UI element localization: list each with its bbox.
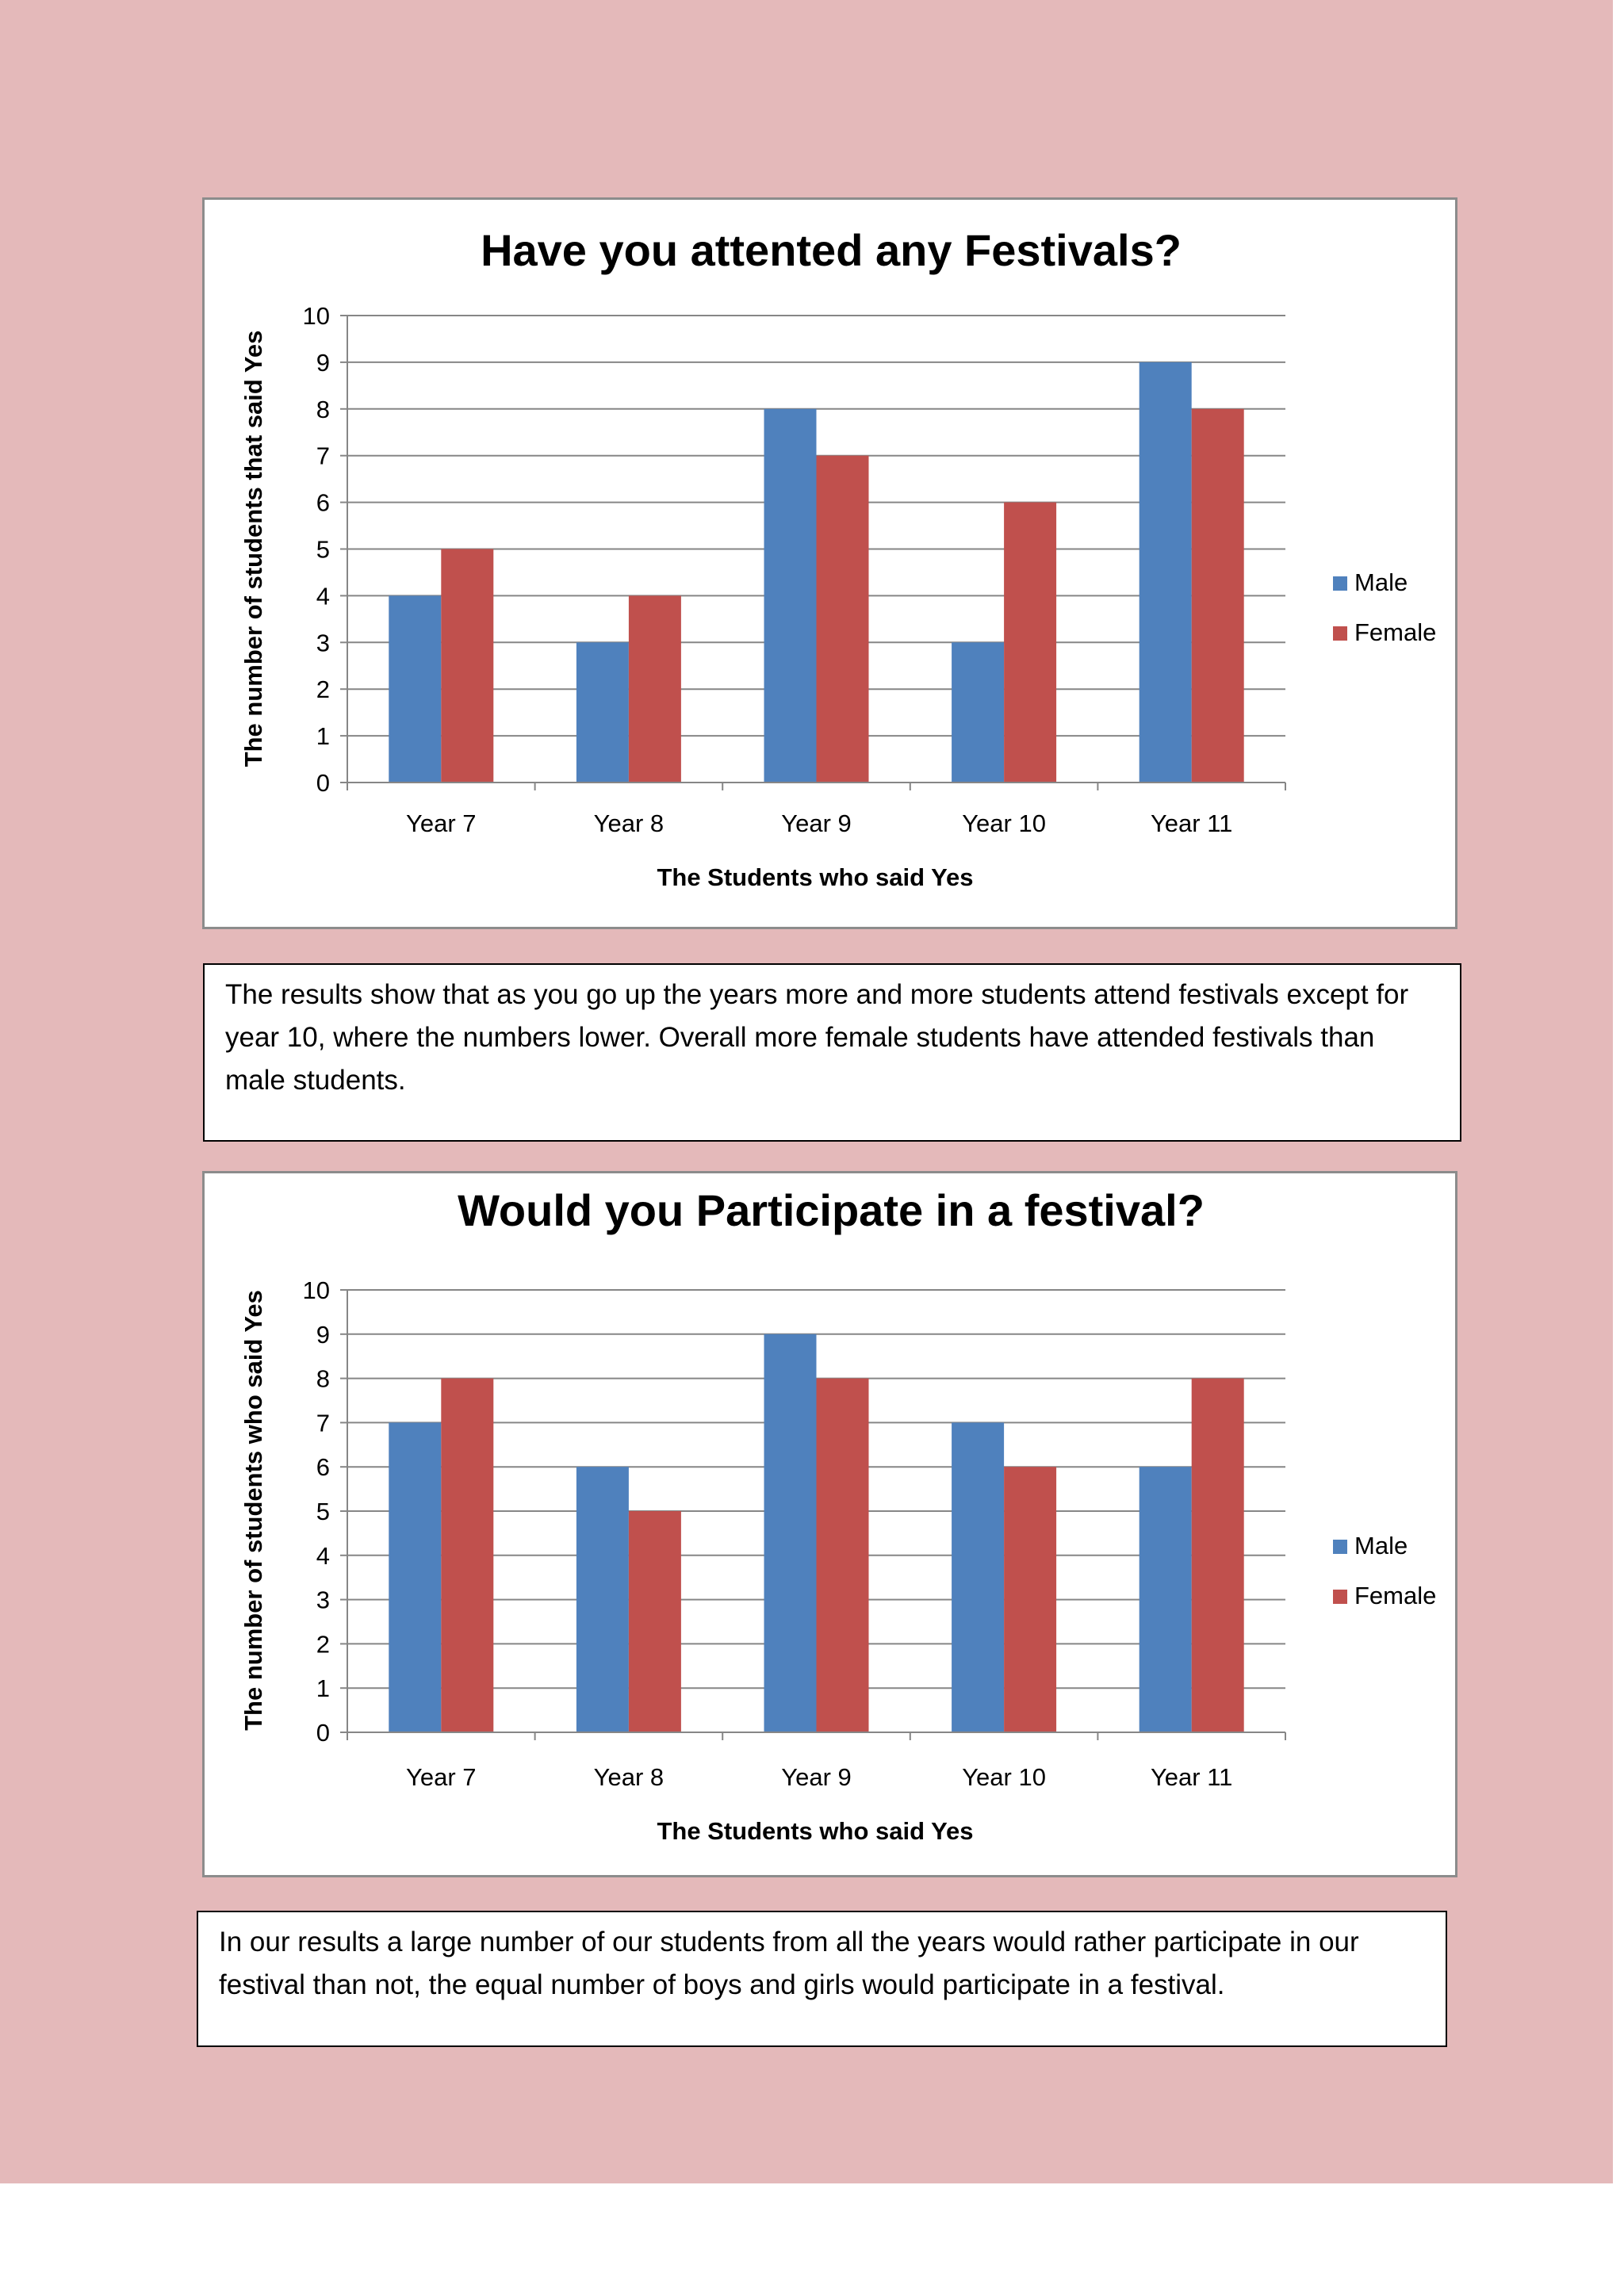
legend-swatch-male: [1333, 576, 1347, 591]
legend-label-male: Male: [1354, 1532, 1408, 1559]
y-tick-label: 6: [316, 489, 330, 517]
y-tick-label: 6: [316, 1453, 330, 1481]
legend-swatch-female: [1333, 1590, 1347, 1604]
bar-male-year-10: [952, 1422, 1005, 1732]
x-axis-title: The Students who said Yes: [657, 863, 973, 891]
y-tick-label: 3: [316, 629, 330, 656]
y-tick-label: 5: [316, 536, 330, 564]
y-tick-label: 8: [316, 396, 330, 423]
bar-female-year-8: [628, 1511, 681, 1732]
y-tick-label: 4: [316, 582, 330, 610]
y-tick-label: 1: [316, 722, 330, 750]
x-tick-label: Year 8: [594, 1763, 665, 1791]
y-tick-label: 1: [316, 1674, 330, 1702]
x-tick-label: Year 10: [962, 809, 1046, 837]
bar-male-year-11: [1139, 1467, 1192, 1732]
bar-female-year-7: [441, 549, 494, 783]
y-tick-label: 5: [316, 1498, 330, 1525]
y-tick-label: 4: [316, 1542, 330, 1570]
y-axis-title: The number of students that said Yes: [239, 331, 267, 767]
y-tick-label: 9: [316, 1321, 330, 1349]
festival-participation-summary: In our results a large number of our stu…: [197, 1911, 1447, 2047]
legend-swatch-female: [1333, 626, 1347, 641]
y-tick-label: 10: [303, 302, 330, 330]
x-tick-label: Year 11: [1151, 1763, 1232, 1791]
bar-female-year-7: [441, 1378, 494, 1732]
y-tick-label: 7: [316, 442, 330, 470]
x-tick-label: Year 11: [1151, 809, 1232, 837]
y-tick-label: 2: [316, 1630, 330, 1658]
bar-male-year-8: [576, 1467, 629, 1732]
festival-participation-chart-svg: Would you Participate in a festival? 0 1 2 3…: [239, 1185, 1436, 1845]
y-tick-label: 3: [316, 1586, 330, 1614]
y-tick-label: 9: [316, 349, 330, 377]
bar-male-year-10: [952, 642, 1005, 783]
festivals-attended-summary: The results show that as you go up the y…: [203, 963, 1461, 1142]
legend-label-male: Male: [1354, 568, 1408, 596]
legend-swatch-male: [1333, 1540, 1347, 1554]
chart-title: Have you attented any Festivals?: [481, 225, 1182, 275]
bar-male-year-11: [1139, 362, 1192, 783]
x-tick-label: Year 9: [781, 809, 852, 837]
bar-male-year-9: [764, 408, 817, 783]
x-tick-label: Year 8: [594, 809, 665, 837]
chart-title: Would you Participate in a festival?: [458, 1185, 1205, 1235]
bar-female-year-9: [816, 455, 869, 783]
bar-female-year-10: [1004, 1467, 1057, 1732]
y-tick-label: 0: [316, 1719, 330, 1747]
festivals-attended-chart: Have you attented any Festivals? 0 1 2 3 4 5 6 7…: [202, 197, 1457, 929]
legend-label-female: Female: [1354, 1582, 1436, 1609]
bar-female-year-10: [1004, 502, 1057, 783]
bar-female-year-11: [1191, 1378, 1244, 1732]
x-tick-label: Year 7: [406, 1763, 477, 1791]
legend-label-female: Female: [1354, 618, 1436, 646]
x-axis-title: The Students who said Yes: [657, 1817, 973, 1845]
festivals-attended-chart-svg: Have you attented any Festivals? 0 1 2 3 4 5 6 7…: [239, 225, 1436, 891]
y-axis-title: The number of students who said Yes: [239, 1290, 267, 1731]
y-tick-label: 10: [303, 1276, 330, 1304]
bar-male-year-8: [576, 642, 629, 783]
y-tick-label: 0: [316, 769, 330, 797]
y-tick-label: 7: [316, 1409, 330, 1437]
bar-female-year-9: [816, 1378, 869, 1732]
bar-female-year-8: [628, 595, 681, 783]
x-tick-label: Year 10: [962, 1763, 1046, 1791]
festival-participation-chart: Would you Participate in a festival? 0 1 2 3…: [202, 1171, 1457, 1877]
bar-male-year-7: [389, 595, 442, 783]
y-tick-label: 8: [316, 1365, 330, 1393]
y-tick-label: 2: [316, 675, 330, 703]
x-tick-label: Year 9: [781, 1763, 852, 1791]
x-tick-label: Year 7: [406, 809, 477, 837]
bar-female-year-11: [1191, 408, 1244, 783]
bar-male-year-7: [389, 1422, 442, 1732]
bar-male-year-9: [764, 1334, 817, 1732]
